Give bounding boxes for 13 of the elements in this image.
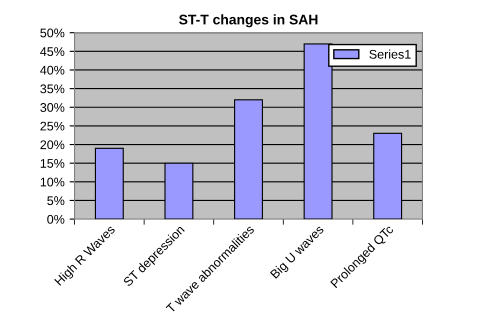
y-tick-label: 15% [40,159,64,168]
y-tick-label: 5% [47,196,64,206]
y-tick-label: 25% [40,122,64,131]
y-tick-label: 10% [40,178,64,186]
y-tick-label: 50% [40,28,64,38]
chart-title: ST-T changes in SAH [179,14,318,28]
y-tick-label: 40% [40,66,64,75]
y-tick-label: 0% [47,214,64,224]
legend-label: Series1 [369,50,411,59]
y-tick-label: 45% [40,47,64,56]
y-tick-label: 20% [40,140,64,150]
y-tick-label: 35% [40,84,64,94]
y-tick-label: 30% [40,103,64,112]
